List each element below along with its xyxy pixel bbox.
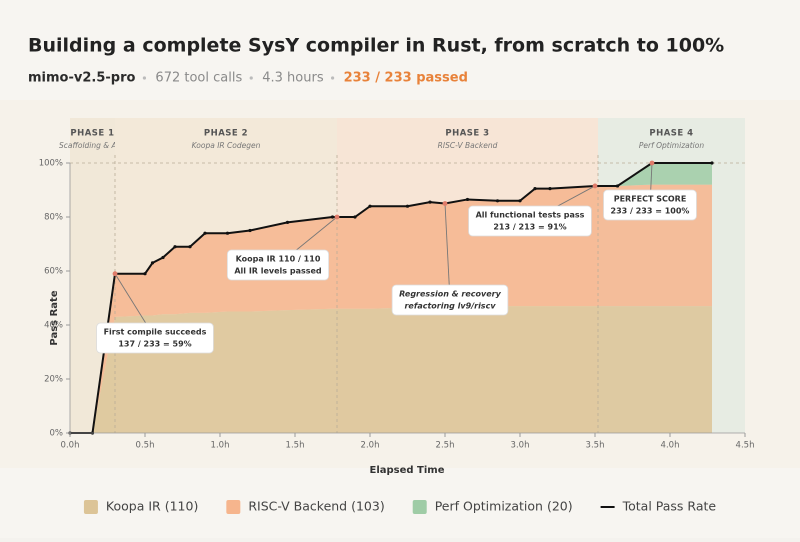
legend: Koopa IR (110) RISC-V Backend (103) Perf O… xyxy=(83,499,717,514)
annotation-point xyxy=(442,201,448,206)
line-point xyxy=(353,215,357,219)
phase-label: PHASE 4 xyxy=(649,129,693,139)
annotation-box xyxy=(391,284,509,316)
chart-title: Building a complete SysY compiler in Rus… xyxy=(28,35,724,57)
annotation-text: 233 / 233 = 100% xyxy=(611,207,690,216)
line-point xyxy=(330,215,335,219)
annotation-text: PERFECT SCORE xyxy=(614,195,687,204)
line-point xyxy=(428,200,432,204)
annotation-box xyxy=(468,205,592,237)
annotation-point xyxy=(112,271,118,277)
annotation-text: All functional tests pass xyxy=(476,211,585,220)
phase-subtitle: Scaffolding & AST xyxy=(59,141,127,150)
phase-label: PHASE 1 xyxy=(70,129,114,139)
line-point xyxy=(225,231,230,235)
subtitle-item: mimo-v2.5-pro xyxy=(28,71,135,86)
annotation-point xyxy=(334,214,340,220)
line-point xyxy=(285,220,290,224)
y-tick-label: 40% xyxy=(44,321,63,331)
area xyxy=(70,184,712,433)
line-point xyxy=(150,261,155,265)
line-point xyxy=(495,199,500,203)
x-tick-label: 1.5h xyxy=(286,441,305,451)
line-point xyxy=(710,161,714,165)
x-tick-label: 2.5h xyxy=(436,441,455,451)
annotation-leader xyxy=(444,203,451,301)
y-tick-label: 80% xyxy=(44,213,63,223)
line-point xyxy=(548,187,552,191)
annotation: First compile succeeds 137 / 233 = 59% xyxy=(96,322,214,354)
line-point xyxy=(161,255,165,260)
x-axis-label: Elapsed Time xyxy=(370,465,445,476)
x-tick-label: 3.5h xyxy=(586,441,605,451)
annotation-text: Regression & recovery xyxy=(399,290,501,299)
x-tick-label: 0.5h xyxy=(136,441,155,451)
line-point xyxy=(203,231,207,235)
annotation-box xyxy=(226,249,330,281)
phase-subtitle: Perf Optimization xyxy=(639,141,704,150)
subtitle-item: 672 tool calls xyxy=(155,71,242,86)
separator-dot xyxy=(249,76,253,80)
annotation: All functional tests pass 213 / 213 = 91% xyxy=(468,205,592,237)
phase-label: PHASE 2 xyxy=(204,129,248,139)
x-tick-label: 3.0h xyxy=(511,441,530,451)
line-point xyxy=(465,197,470,202)
annotation: Koopa IR 110 / 110 All IR levels passed xyxy=(226,249,330,281)
annotation-text: refactoring lv9/riscv xyxy=(404,302,496,311)
line-point xyxy=(173,245,177,249)
subtitle-item: 233 / 233 passed xyxy=(344,71,468,86)
legend-swatch xyxy=(412,500,427,514)
line-point xyxy=(248,228,252,233)
y-tick-label: 100% xyxy=(39,159,63,169)
x-tick-label: 4.5h xyxy=(736,441,755,451)
line-point xyxy=(143,272,147,276)
line-point xyxy=(188,245,192,249)
annotation-text: 213 / 213 = 91% xyxy=(493,223,566,232)
legend-label: RISC-V Backend (103) xyxy=(248,499,384,514)
phase-subtitle: Koopa IR Codegen xyxy=(192,141,261,150)
annotation-box xyxy=(603,189,697,221)
annotation-point xyxy=(592,183,598,189)
y-tick-label: 60% xyxy=(44,267,63,277)
annotation-text: First compile succeeds xyxy=(104,328,207,337)
separator-dot xyxy=(330,76,335,80)
line-point xyxy=(368,204,372,208)
subtitle-item: 4.3 hours xyxy=(262,71,324,86)
legend-swatch xyxy=(83,500,98,514)
annotation-text: 137 / 233 = 59% xyxy=(118,340,191,349)
annotation: Regression & recovery refactoring lv9/ris… xyxy=(391,284,509,316)
y-axis-label: Pass Rate xyxy=(49,290,60,345)
line-point xyxy=(533,187,537,191)
legend-label: Perf Optimization (20) xyxy=(435,499,573,514)
x-tick-label: 2.0h xyxy=(361,441,380,451)
x-tick-label: 0.0h xyxy=(61,441,80,451)
phase-label: PHASE 3 xyxy=(445,129,489,139)
y-tick-label: 20% xyxy=(44,375,63,385)
legend-swatch xyxy=(226,500,241,514)
legend-label: Total Pass Rate xyxy=(622,499,717,514)
separator-dot xyxy=(142,76,147,80)
x-tick-label: 4.0h xyxy=(661,441,680,451)
line-point xyxy=(615,184,620,188)
line-point xyxy=(518,199,522,203)
y-tick-label: 0% xyxy=(50,429,64,439)
area xyxy=(70,306,712,433)
annotation-point xyxy=(649,160,655,166)
phase-subtitle: RISC-V Backend xyxy=(438,141,498,150)
annotation-box xyxy=(96,322,214,354)
annotation: PERFECT SCORE 233 / 233 = 100% xyxy=(603,189,697,221)
annotation-text: Koopa IR 110 / 110 xyxy=(236,255,321,264)
line-point xyxy=(405,204,410,208)
x-tick-label: 1.0h xyxy=(211,441,230,451)
annotation-text: All IR levels passed xyxy=(234,267,322,276)
legend-label: Koopa IR (110) xyxy=(106,499,198,514)
